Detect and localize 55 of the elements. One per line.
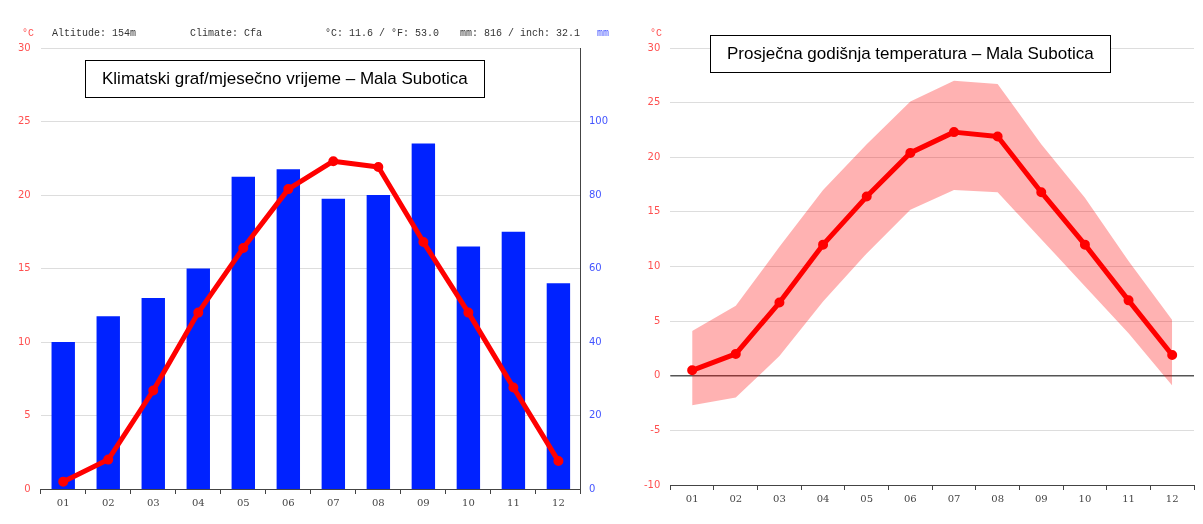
x-tick-label: 03 <box>773 492 786 504</box>
y2-tick-label: 80 <box>588 188 602 200</box>
y-tick-label: 20 <box>17 188 31 200</box>
y-tick-label: 30 <box>17 41 31 53</box>
x-tick-label: 01 <box>685 492 699 504</box>
text: Altitude: 154m <box>52 28 137 39</box>
y2-axis-title: mm <box>597 28 610 39</box>
y-tick-label: -10 <box>643 478 661 490</box>
x-tick-label: 12 <box>1165 492 1179 504</box>
text: mm: 816 / inch: 32.1 <box>460 28 581 39</box>
y2-tick-label: 0 <box>588 482 596 494</box>
x-tick-label: 05 <box>236 496 250 508</box>
y-tick-label: 15 <box>17 262 31 274</box>
x-tick-label: 02 <box>101 496 115 508</box>
x-tick-label: 06 <box>281 496 295 508</box>
x-tick-label: 05 <box>860 492 874 504</box>
x-tick-label: 11 <box>1122 492 1135 504</box>
x-tick-label: 03 <box>146 496 160 508</box>
y-tick-label: -5 <box>650 423 661 435</box>
x-tick-label: 08 <box>371 496 385 508</box>
x-tick-label: 12 <box>552 496 565 508</box>
chart-title: Prosječna godišnja temperatura – Mala Subotica <box>710 35 1111 73</box>
y-tick-label: 10 <box>647 260 661 272</box>
y-axis-title: °C <box>650 28 663 39</box>
y-axis-title: °C <box>22 28 35 39</box>
y-tick-label: 20 <box>647 150 661 162</box>
y2-tick-label: 20 <box>588 409 602 421</box>
x-tick-label: 06 <box>903 492 917 504</box>
y-tick-label: 10 <box>17 335 31 347</box>
text: °C: 11.6 / °F: 53.0 <box>325 28 440 39</box>
y2-tick-label: 60 <box>588 262 602 274</box>
x-tick-label: 07 <box>326 496 340 508</box>
y-tick-label: 0 <box>24 482 31 494</box>
y-tick-label: 25 <box>647 96 661 108</box>
x-tick-label: 04 <box>816 492 830 504</box>
x-tick-label: 10 <box>462 496 475 508</box>
x-tick-label: 09 <box>1034 492 1048 504</box>
x-tick-label: 10 <box>1078 492 1092 504</box>
x-tick-label: 01 <box>56 496 70 508</box>
y-tick-label: 0 <box>653 369 661 381</box>
y-tick-label: 5 <box>653 314 661 326</box>
y2-tick-label: 100 <box>588 115 609 127</box>
x-tick-label: 02 <box>729 492 743 504</box>
text: Climate: Cfa <box>190 28 263 39</box>
x-tick-label: 09 <box>416 496 430 508</box>
x-tick-label: 08 <box>991 492 1004 504</box>
x-tick-label: 04 <box>191 496 205 508</box>
y2-tick-label: 40 <box>588 335 602 347</box>
x-tick-label: 07 <box>947 492 961 504</box>
y-tick-label: 30 <box>647 41 661 53</box>
x-tick-label: 11 <box>507 496 520 508</box>
y-tick-label: 5 <box>24 409 31 421</box>
text: Klimatski graf/mjesečno vrijeme – Mala Subotica <box>85 60 485 98</box>
y-tick-label: 25 <box>17 115 31 127</box>
y-tick-label: 15 <box>647 205 661 217</box>
